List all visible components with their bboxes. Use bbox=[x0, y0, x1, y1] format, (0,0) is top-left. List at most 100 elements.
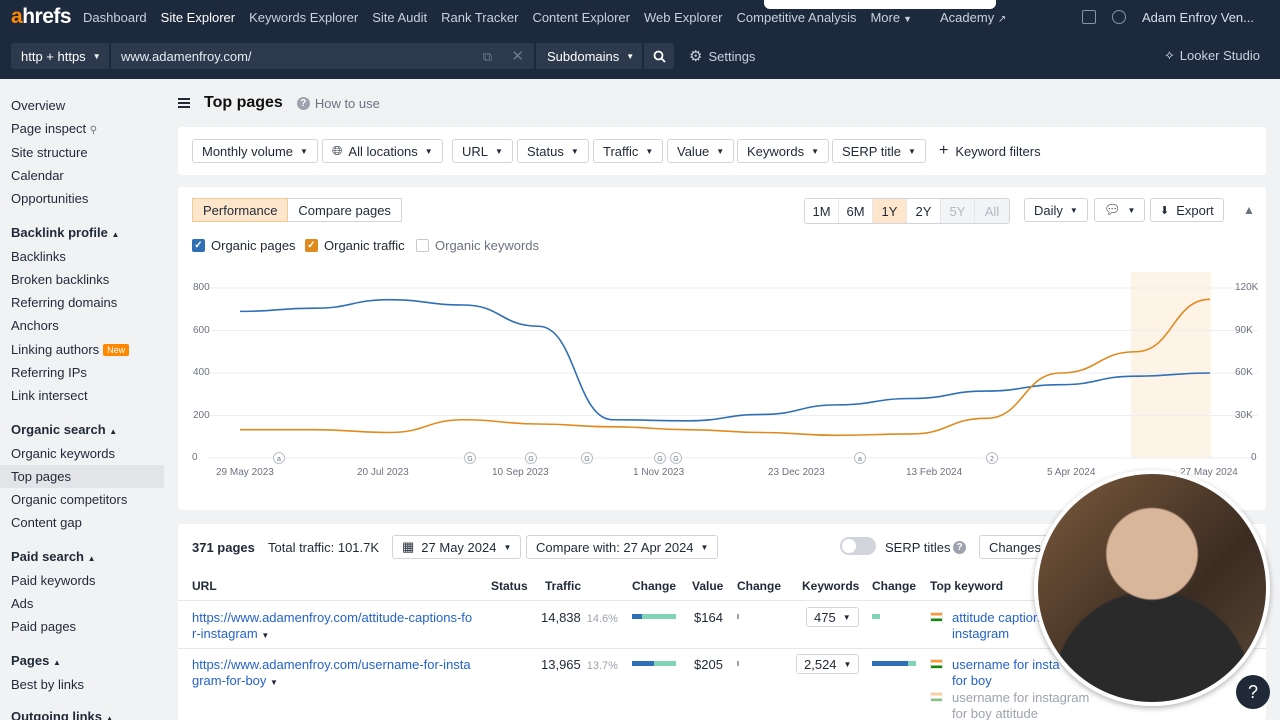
legend-organic-pages[interactable]: ✓ Organic pages bbox=[192, 238, 296, 253]
col-status[interactable]: Status bbox=[491, 579, 528, 593]
period-2y[interactable]: 2Y bbox=[907, 199, 941, 223]
tab-compare-pages[interactable]: Compare pages bbox=[288, 198, 402, 222]
sidebar-item-link-intersect[interactable]: Link intersect bbox=[11, 388, 88, 403]
serp-titles-toggle[interactable] bbox=[840, 537, 876, 555]
search-button[interactable] bbox=[644, 43, 674, 69]
filter-serp-title[interactable]: SERP title ▼ bbox=[832, 139, 926, 163]
interval-select[interactable]: Daily ▼ bbox=[1024, 198, 1088, 222]
filter-monthly-volume[interactable]: Monthly volume ▼ bbox=[192, 139, 318, 163]
status-icon[interactable] bbox=[1111, 10, 1126, 24]
nav-site-explorer[interactable]: Site Explorer bbox=[160, 9, 236, 25]
sidebar-head-pages[interactable]: Pages ▲ bbox=[11, 653, 61, 668]
sidebar-item-best-by-links[interactable]: Best by links bbox=[11, 677, 84, 692]
nav-site-audit[interactable]: Site Audit bbox=[372, 9, 428, 25]
nav-academy[interactable]: Academy ↗ bbox=[940, 10, 1006, 25]
changes-select[interactable]: Changes bbox=[979, 535, 1051, 559]
nav-web-explorer[interactable]: Web Explorer bbox=[644, 9, 723, 25]
sidebar-item-overview[interactable]: Overview bbox=[11, 98, 66, 113]
clear-icon[interactable]: ✕ bbox=[511, 48, 524, 65]
period-6m[interactable]: 6M bbox=[839, 199, 873, 223]
filter-status[interactable]: Status ▼ bbox=[517, 139, 589, 163]
help-chat-icon[interactable]: ? bbox=[1236, 675, 1270, 709]
menu-icon[interactable] bbox=[178, 98, 190, 108]
col-value[interactable]: Value bbox=[692, 579, 724, 593]
annotation-marker[interactable] bbox=[273, 452, 285, 464]
sidebar-item-calendar[interactable]: Calendar bbox=[11, 168, 64, 183]
compare-select[interactable]: Compare with: 27 Apr 2024 ▼ bbox=[526, 535, 719, 559]
annotation-marker[interactable] bbox=[654, 452, 666, 464]
settings-button[interactable]: ⚙ Settings bbox=[689, 47, 755, 65]
row-url-cont[interactable]: gram-for-boy ▼ bbox=[192, 673, 278, 688]
sidebar-item-anchors[interactable]: Anchors bbox=[11, 318, 59, 333]
col-keywords[interactable]: Keywords bbox=[802, 579, 860, 593]
keywords-dropdown[interactable]: 475 ▼ bbox=[806, 607, 859, 627]
filter-all-locations[interactable]: 🌐︎ All locations ▼ bbox=[322, 139, 443, 163]
looker-studio-button[interactable]: ⟡ Looker Studio bbox=[1165, 47, 1260, 63]
open-external-icon[interactable]: ⧉ bbox=[482, 49, 492, 64]
filter-traffic[interactable]: Traffic ▼ bbox=[593, 139, 664, 163]
col-keywords-change[interactable]: Change bbox=[872, 579, 917, 593]
sidebar-item-paid-pages[interactable]: Paid pages bbox=[11, 619, 77, 634]
screen-icon[interactable] bbox=[1081, 10, 1096, 24]
col-value-change[interactable]: Change bbox=[737, 579, 782, 593]
nav-rank-tracker[interactable]: Rank Tracker bbox=[441, 9, 519, 25]
legend-organic-traffic[interactable]: ✓ Organic traffic bbox=[305, 238, 405, 253]
ahrefs-logo[interactable]: ahrefs bbox=[11, 5, 72, 28]
secondary-keyword[interactable]: username for instagram bbox=[952, 690, 1090, 705]
legend-organic-keywords[interactable]: Organic keywords bbox=[416, 238, 539, 253]
col-traffic[interactable]: Traffic bbox=[545, 579, 582, 593]
annotation-marker[interactable] bbox=[581, 452, 593, 464]
nav-dashboard[interactable]: Dashboard bbox=[83, 9, 147, 25]
sidebar-item-referring-ips[interactable]: Referring IPs bbox=[11, 365, 87, 380]
how-to-use-link[interactable]: ? How to use bbox=[296, 96, 380, 111]
keyword-filters-button[interactable]: + Keyword filters bbox=[930, 139, 1050, 163]
sidebar-item-paid-keywords[interactable]: Paid keywords bbox=[11, 573, 96, 588]
row-url[interactable]: https://www.adamenfroy.com/attitude-capt… bbox=[192, 610, 473, 625]
protocol-select[interactable]: http + https ▼ bbox=[11, 43, 109, 69]
nav-more[interactable]: More ▼ bbox=[870, 10, 912, 25]
col-url[interactable]: URL bbox=[192, 579, 217, 593]
date-select[interactable]: ▦ 27 May 2024 ▼ bbox=[392, 535, 522, 559]
annotation-marker[interactable] bbox=[986, 452, 998, 464]
keywords-dropdown[interactable]: 2,524 ▼ bbox=[796, 654, 860, 674]
sidebar-item-page-inspect[interactable]: Page inspect ⚲ bbox=[11, 121, 97, 136]
mode-select[interactable]: Subdomains ▼ bbox=[536, 43, 642, 69]
top-keyword[interactable]: username for insta bbox=[952, 657, 1060, 672]
secondary-keyword-cont[interactable]: for boy attitude bbox=[952, 706, 1038, 720]
filter-url[interactable]: URL ▼ bbox=[452, 139, 513, 163]
nav-competitive-analysis[interactable]: Competitive Analysis bbox=[736, 9, 857, 25]
collapse-icon[interactable]: ▲ bbox=[1243, 203, 1255, 217]
col-traffic-change[interactable]: Change bbox=[632, 579, 677, 593]
series-line-organic-pages[interactable] bbox=[239, 298, 1211, 422]
sidebar-head-paid-search[interactable]: Paid search ▲ bbox=[11, 549, 96, 564]
sidebar-item-organic-competitors[interactable]: Organic competitors bbox=[11, 492, 128, 507]
row-url-cont[interactable]: r-instagram ▼ bbox=[192, 626, 269, 641]
nav-content-explorer[interactable]: Content Explorer bbox=[532, 9, 630, 25]
series-line-organic-traffic[interactable] bbox=[240, 298, 1211, 437]
annotation-marker[interactable] bbox=[525, 452, 537, 464]
filter-value[interactable]: Value ▼ bbox=[667, 139, 735, 163]
sidebar-item-referring-domains[interactable]: Referring domains bbox=[11, 295, 118, 310]
sidebar-head-backlink-profile[interactable]: Backlink profile ▲ bbox=[11, 225, 119, 240]
sidebar-item-top-pages[interactable]: Top pages bbox=[0, 465, 164, 488]
sidebar-item-backlinks[interactable]: Backlinks bbox=[11, 249, 66, 264]
period-1y[interactable]: 1Y bbox=[873, 199, 907, 223]
annotation-marker[interactable] bbox=[854, 452, 866, 464]
export-button[interactable]: ⬇ Export bbox=[1150, 198, 1224, 222]
sidebar-item-linking-authors[interactable]: Linking authors New bbox=[11, 342, 130, 357]
annotations-select[interactable]: 💬︎ ▼ bbox=[1094, 198, 1146, 222]
sidebar-head-organic-search[interactable]: Organic search ▲ bbox=[11, 422, 117, 437]
help-icon[interactable]: ? bbox=[953, 541, 966, 554]
sidebar-item-content-gap[interactable]: Content gap bbox=[11, 515, 82, 530]
row-url[interactable]: https://www.adamenfroy.com/username-for-… bbox=[192, 657, 471, 672]
sidebar-item-broken-backlinks[interactable]: Broken backlinks bbox=[11, 272, 110, 287]
period-1m[interactable]: 1M bbox=[805, 199, 839, 223]
col-top-keyword[interactable]: Top keyword bbox=[930, 579, 1004, 593]
sidebar-item-opportunities[interactable]: Opportunities bbox=[11, 191, 89, 206]
filter-keywords[interactable]: Keywords ▼ bbox=[737, 139, 829, 163]
top-keyword-cont[interactable]: instagram bbox=[952, 626, 1010, 641]
nav-keywords-explorer[interactable]: Keywords Explorer bbox=[249, 9, 359, 25]
tab-performance[interactable]: Performance bbox=[192, 198, 289, 222]
annotation-marker[interactable] bbox=[464, 452, 476, 464]
